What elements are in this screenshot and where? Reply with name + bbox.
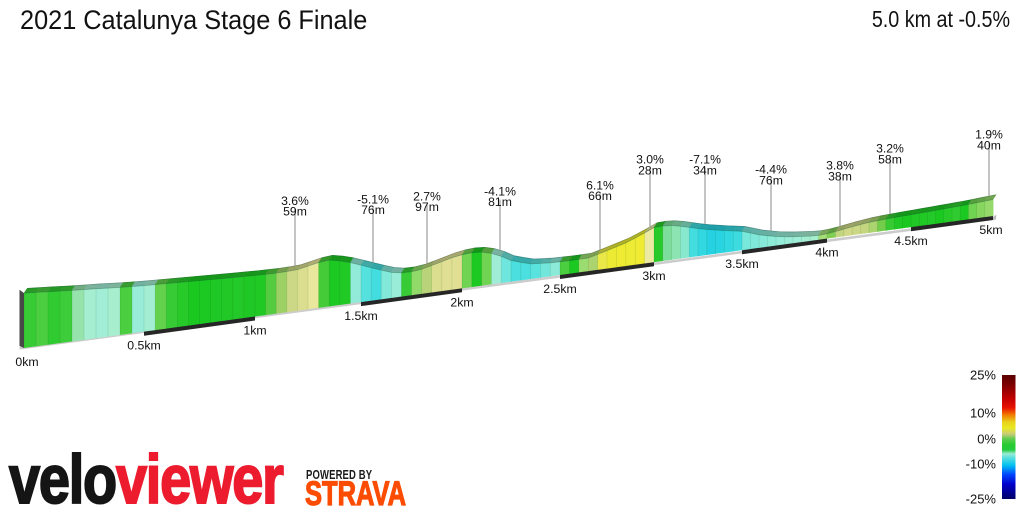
- svg-text:5.0 km at -0.5%: 5.0 km at -0.5%: [872, 5, 1010, 32]
- svg-text:28m: 28m: [638, 163, 662, 177]
- svg-text:58m: 58m: [878, 152, 902, 166]
- svg-text:0km: 0km: [15, 355, 38, 369]
- svg-text:3km: 3km: [642, 269, 665, 283]
- svg-text:1km: 1km: [243, 324, 266, 338]
- svg-text:81m: 81m: [488, 195, 512, 209]
- svg-text:5km: 5km: [979, 223, 1002, 237]
- svg-text:-25%: -25%: [966, 492, 997, 507]
- svg-text:4km: 4km: [815, 246, 838, 260]
- svg-text:3.6%: 3.6%: [281, 194, 309, 208]
- svg-text:59m: 59m: [283, 205, 307, 219]
- svg-text:40m: 40m: [977, 138, 1001, 152]
- svg-text:3.5km: 3.5km: [725, 257, 759, 271]
- svg-text:2.7%: 2.7%: [413, 190, 441, 204]
- svg-text:0%: 0%: [977, 432, 996, 447]
- svg-text:25%: 25%: [970, 368, 996, 383]
- svg-text:0.5km: 0.5km: [127, 339, 161, 353]
- svg-text:38m: 38m: [828, 169, 852, 183]
- svg-text:66m: 66m: [588, 189, 612, 203]
- svg-text:1.5km: 1.5km: [344, 309, 378, 323]
- svg-text:-10%: -10%: [966, 457, 997, 472]
- svg-text:10%: 10%: [970, 406, 996, 421]
- svg-text:76m: 76m: [759, 173, 783, 187]
- svg-text:76m: 76m: [361, 203, 385, 217]
- svg-text:2.5km: 2.5km: [543, 282, 577, 296]
- svg-text:2km: 2km: [450, 295, 473, 309]
- svg-text:-7.1%: -7.1%: [689, 153, 721, 167]
- svg-text:3.0%: 3.0%: [636, 153, 664, 167]
- svg-text:-5.1%: -5.1%: [357, 193, 389, 207]
- svg-text:3.2%: 3.2%: [876, 142, 904, 156]
- svg-text:veloviewer: veloviewer: [9, 441, 283, 512]
- svg-text:3.8%: 3.8%: [826, 159, 854, 173]
- svg-text:6.1%: 6.1%: [586, 179, 614, 193]
- svg-text:2021 Catalunya Stage 6 Finale: 2021 Catalunya Stage 6 Finale: [20, 4, 367, 35]
- svg-text:-4.4%: -4.4%: [755, 163, 787, 177]
- svg-text:97m: 97m: [415, 200, 439, 214]
- svg-text:-4.1%: -4.1%: [484, 185, 516, 199]
- svg-text:4.5km: 4.5km: [894, 234, 928, 248]
- svg-text:POWERED BY: POWERED BY: [306, 469, 372, 483]
- svg-text:1.9%: 1.9%: [975, 128, 1003, 142]
- svg-text:34m: 34m: [693, 163, 717, 177]
- svg-text:STRAVA: STRAVA: [305, 476, 406, 512]
